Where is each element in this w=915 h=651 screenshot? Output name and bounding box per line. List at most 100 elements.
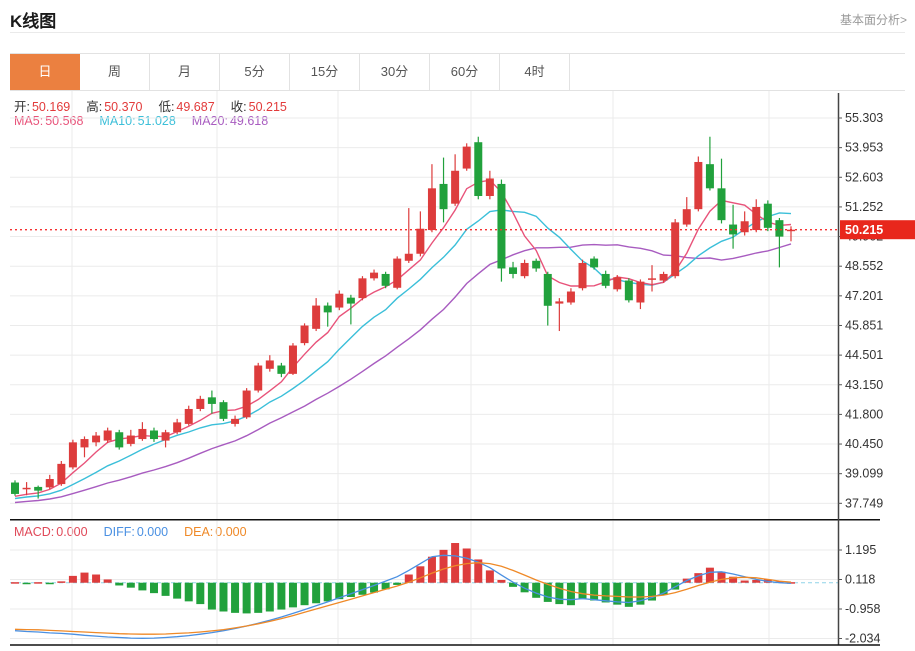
- tab-周[interactable]: 周: [80, 54, 150, 90]
- main-y-tick-label: 47.201: [845, 289, 883, 303]
- candle[interactable]: [173, 418, 182, 435]
- candle[interactable]: [416, 211, 425, 257]
- candle[interactable]: [613, 275, 622, 292]
- tab-60分[interactable]: 60分: [430, 54, 500, 90]
- candle[interactable]: [381, 271, 390, 289]
- macd-bar: [752, 579, 761, 583]
- macd-bar: [312, 582, 321, 604]
- candle[interactable]: [115, 429, 124, 450]
- main-axis-layer: 55.30353.95352.60351.25249.90248.55247.2…: [837, 93, 883, 519]
- tab-30分[interactable]: 30分: [360, 54, 430, 90]
- candle[interactable]: [184, 405, 193, 426]
- candle[interactable]: [729, 204, 738, 249]
- macd-bar: [184, 582, 193, 602]
- candle[interactable]: [242, 388, 251, 419]
- fundamental-analysis-link[interactable]: 基本面分析>: [839, 13, 907, 27]
- candle[interactable]: [196, 395, 205, 412]
- candle[interactable]: [219, 400, 228, 422]
- macd-bar: [543, 582, 552, 602]
- candle[interactable]: [161, 429, 170, 448]
- candle[interactable]: [451, 154, 460, 206]
- candle[interactable]: [474, 136, 483, 200]
- page-title: K线图: [10, 12, 57, 31]
- candle[interactable]: [92, 432, 101, 447]
- candle[interactable]: [80, 436, 89, 458]
- candle[interactable]: [404, 208, 413, 263]
- candle[interactable]: [624, 278, 633, 303]
- price-tag: 50.215: [840, 220, 915, 240]
- candle[interactable]: [11, 480, 19, 496]
- candle[interactable]: [682, 197, 691, 227]
- candle[interactable]: [68, 439, 77, 470]
- candle[interactable]: [566, 288, 575, 305]
- candle[interactable]: [370, 269, 379, 281]
- candle[interactable]: [207, 390, 216, 414]
- candle[interactable]: [671, 219, 680, 279]
- candle[interactable]: [485, 170, 494, 200]
- candle[interactable]: [648, 265, 657, 292]
- macd-bar: [161, 582, 170, 596]
- candle[interactable]: [439, 157, 448, 223]
- candle[interactable]: [288, 343, 297, 375]
- candle[interactable]: [57, 461, 66, 486]
- candle[interactable]: [509, 261, 518, 279]
- main-y-tick-label: 52.603: [845, 170, 883, 184]
- macd-bar: [358, 582, 367, 595]
- candle[interactable]: [277, 362, 286, 378]
- candle[interactable]: [254, 362, 263, 393]
- macd-bar: [242, 582, 251, 614]
- candle[interactable]: [763, 200, 772, 232]
- candle[interactable]: [323, 302, 332, 327]
- candle[interactable]: [22, 482, 31, 496]
- macd-y-tick-label: -2.034: [845, 632, 880, 646]
- macd-bar: [207, 582, 216, 610]
- info-item: 收: 50.215: [230, 100, 287, 114]
- candle[interactable]: [694, 156, 703, 212]
- candle[interactable]: [462, 143, 471, 171]
- candle[interactable]: [717, 158, 726, 224]
- candle[interactable]: [393, 256, 402, 290]
- candle[interactable]: [532, 258, 541, 272]
- candle[interactable]: [346, 294, 355, 325]
- tab-月[interactable]: 月: [150, 54, 220, 90]
- candle[interactable]: [659, 271, 668, 283]
- tab-15分[interactable]: 15分: [290, 54, 360, 90]
- tab-日[interactable]: 日: [10, 54, 80, 90]
- candle[interactable]: [705, 136, 714, 191]
- candle[interactable]: [520, 259, 529, 279]
- candle[interactable]: [590, 256, 599, 270]
- candle[interactable]: [752, 199, 761, 233]
- candle[interactable]: [149, 427, 158, 442]
- candle[interactable]: [543, 271, 552, 326]
- candle[interactable]: [103, 427, 112, 444]
- candle[interactable]: [427, 164, 436, 233]
- candle[interactable]: [335, 290, 344, 311]
- main-candlestick-chart[interactable]: 55.30353.95352.60351.25249.90248.55247.2…: [0, 89, 915, 519]
- macd-bar: [416, 566, 425, 583]
- candle[interactable]: [555, 298, 564, 332]
- candle[interactable]: [138, 422, 147, 441]
- ma20-line: [14, 243, 792, 504]
- candle[interactable]: [601, 270, 610, 289]
- main-y-tick-label: 41.800: [845, 407, 883, 421]
- candle[interactable]: [775, 217, 784, 268]
- candle[interactable]: [636, 279, 645, 310]
- candle[interactable]: [786, 226, 795, 242]
- candle[interactable]: [126, 429, 135, 447]
- candle[interactable]: [578, 259, 587, 291]
- candle[interactable]: [231, 415, 240, 427]
- macd-bar: [300, 582, 309, 606]
- candle[interactable]: [45, 474, 54, 490]
- tab-4时[interactable]: 4时: [500, 54, 570, 90]
- candle[interactable]: [300, 323, 309, 346]
- candle[interactable]: [265, 355, 274, 372]
- candle[interactable]: [34, 485, 43, 499]
- tab-5分[interactable]: 5分: [220, 54, 290, 90]
- main-y-tick-label: 55.303: [845, 111, 883, 125]
- candle[interactable]: [312, 298, 321, 332]
- macd-bar: [427, 556, 436, 583]
- candle[interactable]: [497, 179, 506, 282]
- macd-indicator-chart[interactable]: 1.195 0.118 -0.958 -2.034: [0, 519, 915, 651]
- candle[interactable]: [740, 211, 749, 236]
- candle[interactable]: [358, 276, 367, 301]
